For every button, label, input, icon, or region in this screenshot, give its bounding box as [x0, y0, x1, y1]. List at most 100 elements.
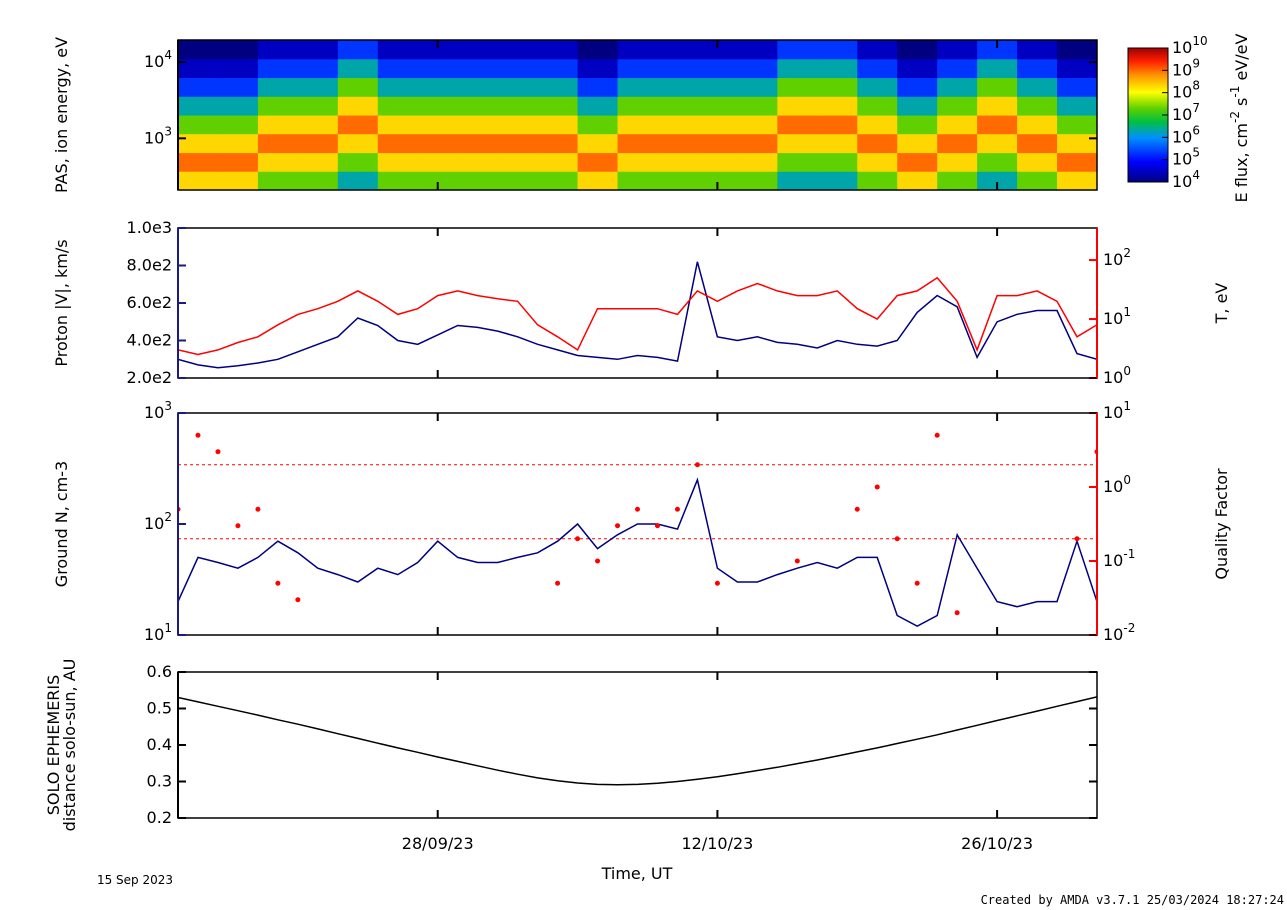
spectrogram-cell — [1017, 96, 1058, 116]
data-point — [235, 523, 241, 529]
spectrogram-cell — [777, 115, 818, 135]
spectrogram-cell — [297, 115, 339, 135]
spectrogram-cell — [217, 96, 259, 116]
spectrogram-cell — [417, 96, 459, 116]
data-point — [674, 506, 680, 512]
spectrogram-cell — [1017, 115, 1058, 135]
spectrogram-cell — [178, 96, 219, 116]
spectrogram-cell — [257, 152, 299, 172]
spectrogram-cell — [977, 58, 1018, 79]
spectrogram-cell — [297, 152, 339, 172]
data-point — [854, 506, 860, 512]
spectrogram-cell — [697, 40, 738, 60]
y2-tick-label: 10-2 — [1103, 621, 1135, 644]
spectrogram-cell — [377, 77, 419, 97]
x-tick-label: 26/10/23 — [961, 834, 1033, 853]
spectrogram-cell — [577, 133, 619, 154]
spectrogram-cell — [617, 96, 658, 116]
spectrogram-cell — [1017, 133, 1058, 154]
spectrogram-cell — [777, 152, 818, 172]
spectrogram-cell — [817, 171, 858, 190]
y-tick-label: 0.5 — [147, 698, 172, 717]
colorbar — [1127, 47, 1169, 183]
spectrogram-cell — [857, 58, 898, 79]
spectrogram-cell — [817, 133, 858, 154]
y-tick-label: 6.0e2 — [127, 293, 172, 312]
y2-tick-label: 101 — [1103, 399, 1131, 422]
colorbar-tick-label: 105 — [1172, 145, 1200, 168]
spectrogram-cell — [537, 171, 579, 190]
data-point — [295, 597, 301, 603]
spectrogram-cell — [297, 77, 339, 97]
spectrogram-cell — [497, 133, 539, 154]
spectrogram-cell — [257, 133, 299, 154]
spectrogram-cell — [1057, 171, 1097, 190]
spectrogram-cell — [497, 58, 539, 79]
spectrogram-cell — [937, 171, 978, 190]
y-tick-label: 0.4 — [147, 735, 172, 754]
spectrogram-cell — [178, 58, 219, 79]
spectrogram-cell — [577, 115, 619, 135]
spectrogram-cell — [617, 171, 658, 190]
spectrogram-cell — [737, 40, 778, 60]
spectrogram-cell — [337, 152, 379, 172]
y-axis-label: Ground N, cm-3 — [52, 461, 71, 587]
spectrogram-cell — [1057, 152, 1097, 172]
spectrogram-cell — [817, 58, 858, 79]
spectrogram-cell — [178, 133, 219, 154]
spectrogram-cell — [457, 77, 499, 97]
spectrogram-cell — [657, 115, 698, 135]
spectrogram-cell — [537, 77, 579, 97]
spectrogram-cell — [897, 77, 938, 97]
spectrogram-cell — [178, 77, 219, 97]
spectrogram-cell — [897, 40, 938, 60]
y2-tick-label: 100 — [1103, 473, 1131, 496]
y-tick-label: 8.0e2 — [127, 255, 172, 274]
y-axis-label: T, eV — [1212, 283, 1231, 325]
panel: 0.2 0.3 0.4 0.5 0.6 28/09/23 12/10/23 26/10/23 — [147, 662, 1098, 853]
spectrogram-cell — [577, 171, 619, 190]
spectrogram-cell — [577, 40, 619, 60]
spectrogram-cell — [537, 40, 579, 60]
spectrogram-cell — [657, 58, 698, 79]
y-tick-label: 102 — [144, 510, 172, 533]
spectrogram-cell — [297, 40, 339, 60]
spectrogram-cell — [657, 171, 698, 190]
colorbar-tick-label: 107 — [1172, 101, 1200, 124]
spectrogram-cell — [777, 133, 818, 154]
spectrogram-cell — [457, 133, 499, 154]
spectrogram-cell — [977, 40, 1018, 60]
spectrogram-cell — [657, 77, 698, 97]
y-tick-label: 104 — [144, 48, 172, 71]
spectrogram-cell — [817, 77, 858, 97]
spectrogram-cell — [297, 96, 339, 116]
spectrogram-cell — [937, 115, 978, 135]
y2-tick-label: 102 — [1103, 246, 1131, 269]
spectrogram-cell — [337, 115, 379, 135]
spectrogram-cell — [617, 40, 658, 60]
spectrogram-cell — [897, 171, 938, 190]
spectrogram-cell — [737, 115, 778, 135]
spectrogram-cell — [497, 77, 539, 97]
spectrogram-cell — [697, 77, 738, 97]
y-tick-label: 103 — [144, 124, 172, 147]
y-tick-label: 4.0e2 — [127, 330, 172, 349]
spectrogram-cell — [377, 58, 419, 79]
data-point — [615, 523, 621, 529]
y2-tick-label: 101 — [1103, 305, 1131, 328]
spectrogram-cell — [217, 171, 259, 190]
spectrogram-cell — [497, 115, 539, 135]
spectrogram-cell — [178, 115, 219, 135]
spectrogram-cell — [297, 133, 339, 154]
spectrogram-cell — [337, 58, 379, 79]
spectrogram-cell — [537, 152, 579, 172]
data-point — [914, 580, 920, 586]
spectrogram-cell — [937, 58, 978, 79]
spectrogram-cell — [377, 115, 419, 135]
spectrogram-cell — [1017, 171, 1058, 190]
spectrogram-cell — [817, 40, 858, 60]
y-axis-label: distance solo-sun, AU — [60, 659, 79, 832]
y-tick-label: 0.3 — [147, 771, 172, 790]
spectrogram-cell — [857, 96, 898, 116]
